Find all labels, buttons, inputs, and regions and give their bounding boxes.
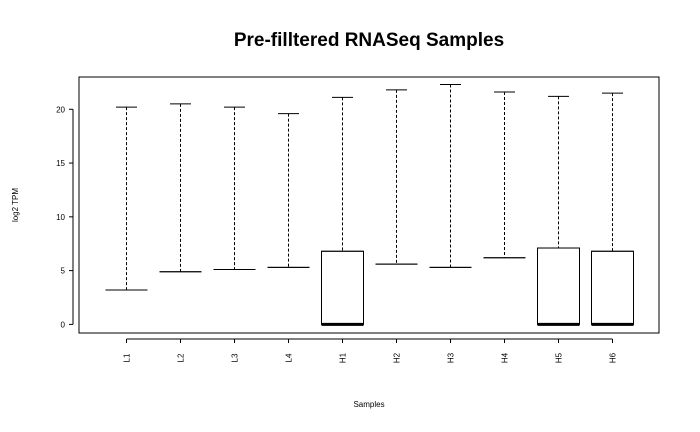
box-body	[591, 250, 634, 325]
box-L4	[267, 113, 310, 268]
x-tick-label: H3	[447, 352, 456, 363]
y-tick-label: 15	[56, 159, 65, 168]
x-tick-label: H4	[501, 352, 510, 363]
y-axis: 0 5 10 15 20	[56, 105, 74, 329]
y-tick-label: 0	[61, 320, 66, 329]
box-series	[105, 84, 634, 326]
box-H3	[429, 84, 472, 268]
box-H1	[321, 96, 364, 326]
box-H4	[483, 91, 526, 259]
box-L1	[105, 106, 148, 291]
chart-title: Pre-filltered RNASeq Samples	[234, 30, 504, 51]
box-L3	[213, 106, 256, 271]
plot-frame	[78, 76, 660, 334]
y-tick-label: 20	[56, 105, 65, 114]
x-tick-label: H6	[609, 352, 618, 363]
box-H5	[537, 95, 580, 326]
box-body	[537, 247, 580, 325]
y-tick-label: 10	[56, 213, 65, 222]
x-axis-label: Samples	[353, 400, 384, 409]
x-tick-label: H5	[555, 352, 564, 363]
x-tick-label: L2	[177, 353, 186, 362]
y-tick-label: 5	[61, 267, 66, 276]
x-tick-label: H2	[393, 352, 402, 363]
box-body	[321, 250, 364, 325]
x-tick-label: L4	[285, 353, 294, 362]
box-H6	[591, 92, 634, 326]
y-axis-label: log2 TPM	[11, 188, 20, 222]
x-tick-label: L1	[123, 353, 132, 362]
box-L2	[159, 103, 202, 273]
box-H2	[375, 89, 418, 265]
x-tick-label: L3	[231, 353, 240, 362]
x-tick-label: H1	[339, 352, 348, 363]
x-axis: L1 L2 L3 L4 H1 H2 H3 H4 H5 H6	[123, 338, 618, 363]
